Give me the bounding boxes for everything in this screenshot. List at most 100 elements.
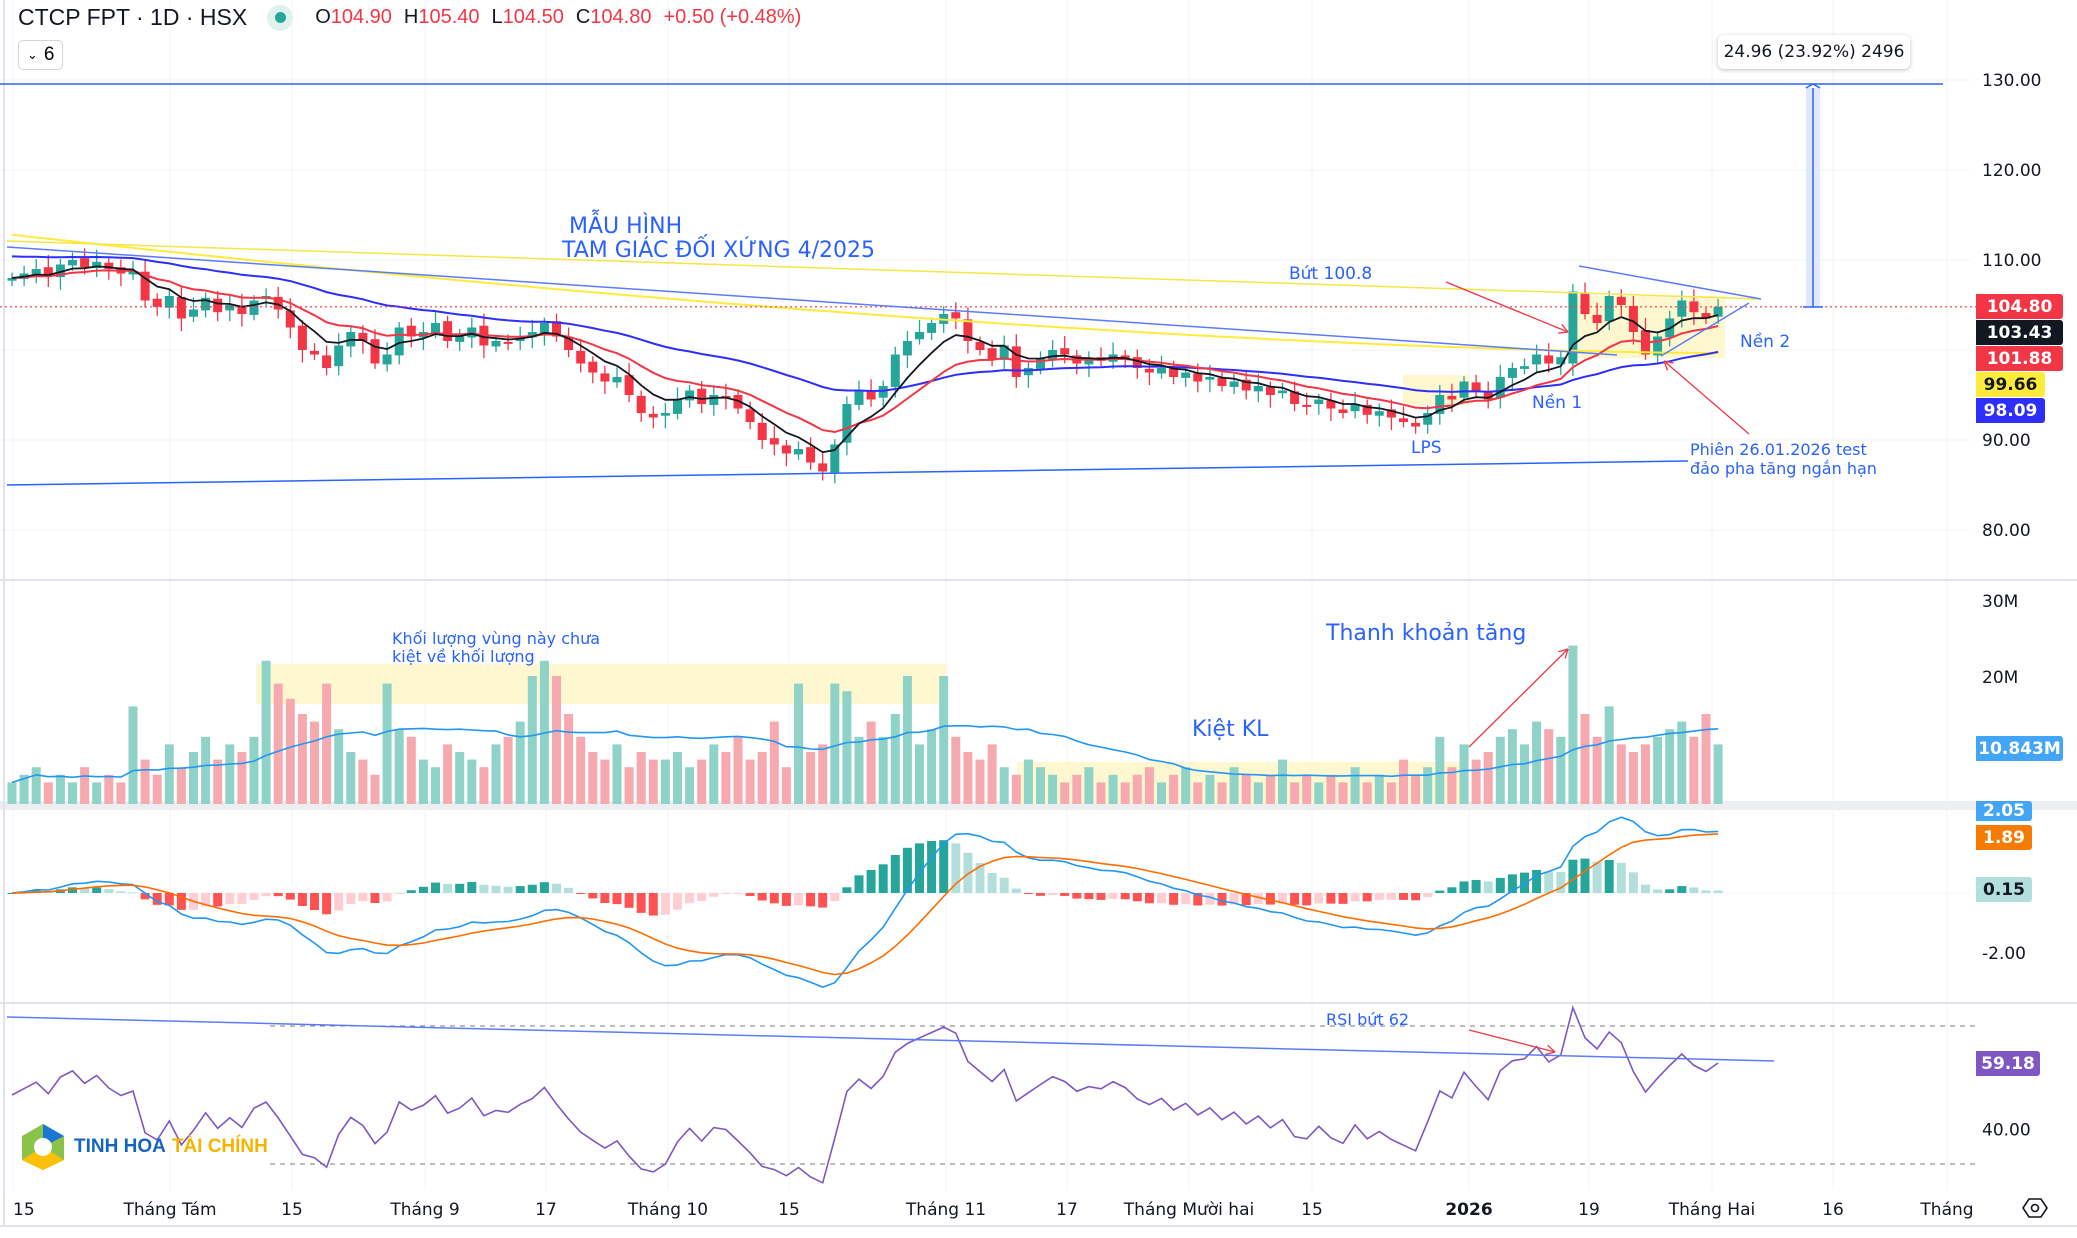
volume-bar: [164, 744, 174, 804]
candle-body: [1653, 336, 1663, 356]
macd-histogram-bar: [1362, 893, 1372, 902]
volume-bar: [1653, 736, 1663, 804]
volume-bar: [1423, 767, 1433, 804]
macd-histogram-bar: [745, 893, 755, 896]
volume-bar: [1241, 774, 1251, 804]
volume-bar: [1278, 759, 1287, 804]
candle-body: [1459, 381, 1469, 398]
candle-body: [1253, 386, 1263, 392]
macd-histogram-bar: [1096, 893, 1106, 900]
candle-body: [334, 345, 344, 367]
time-axis-label: Tháng 9: [389, 1200, 459, 1220]
annotation-arrow-head: [1547, 1044, 1556, 1053]
volume-bar: [1096, 782, 1106, 804]
candle-body: [794, 449, 803, 455]
candle-body: [249, 300, 259, 315]
volume-bar: [915, 744, 924, 804]
macd-histogram-bar: [600, 893, 610, 904]
macd-histogram-bar: [612, 893, 622, 905]
volume-bar: [842, 691, 852, 804]
candle-body: [854, 390, 864, 405]
volume-bar: [951, 736, 961, 804]
candle-body: [1217, 377, 1227, 386]
settings-icon[interactable]: [2022, 1198, 2048, 1218]
logo-text-2: TÀI CHÍNH: [171, 1136, 268, 1157]
candle-body: [1544, 355, 1554, 364]
macd-line: [11, 816, 1719, 988]
price-axis-label: 130.00: [1982, 71, 2041, 91]
small-triangle-upper: [1578, 265, 1762, 300]
volume-dryup-label: Kiệt KL: [1192, 717, 1269, 742]
high-key: H: [403, 6, 419, 28]
macd-histogram-bar: [1459, 881, 1469, 893]
macd-histogram-bar: [697, 893, 707, 902]
macd-histogram-bar: [1193, 893, 1203, 906]
volume-bar: [297, 714, 307, 804]
price-axis-label: 90.00: [1982, 431, 2031, 451]
macd-histogram-bar: [128, 892, 138, 894]
volume-bar: [1326, 774, 1336, 804]
candle-body: [1157, 368, 1166, 374]
candle-body: [624, 375, 634, 395]
macd-pane: [0, 816, 1970, 988]
candle-body: [757, 422, 767, 440]
macd-histogram-bar: [818, 893, 828, 908]
macd-histogram-bar: [7, 893, 17, 894]
sma20-line: [11, 269, 1719, 434]
triangle-lower-line: [6, 460, 1689, 486]
volume-bar: [1036, 767, 1045, 804]
candle-body: [902, 341, 912, 356]
candle-body: [503, 341, 513, 344]
candle-body: [406, 325, 416, 337]
volume-bar: [479, 767, 489, 804]
macd-histogram-bar: [176, 893, 186, 910]
volume-bar: [999, 767, 1009, 804]
macd-histogram-bar: [285, 893, 295, 900]
candle-body: [733, 395, 743, 409]
candle-body: [140, 271, 150, 301]
candle-body: [745, 409, 755, 422]
macd-histogram-bar: [636, 893, 646, 913]
volume-bar: [600, 759, 610, 804]
volume-bar: [310, 721, 319, 804]
macd-histogram-bar: [1604, 859, 1614, 893]
candle-body: [527, 332, 537, 338]
candle-body: [189, 309, 198, 317]
volume-bar: [104, 774, 114, 804]
macd-histogram-bar: [576, 893, 586, 894]
indicators-toggle-button[interactable]: ⌄ 6: [18, 40, 64, 70]
candle-body: [1036, 359, 1045, 369]
volume-bar: [225, 744, 235, 804]
volume-bar: [1023, 759, 1033, 804]
symbol-title[interactable]: CTCP FPT · 1D · HSX: [18, 4, 248, 30]
rsi-line: [11, 1005, 1719, 1184]
volume-bar: [515, 721, 525, 804]
pane-separator: [0, 801, 2077, 810]
measure-arrow-head: [1812, 83, 1821, 89]
macd-histogram-bar: [140, 893, 150, 900]
breakout-label: Bứt 100.8: [1289, 264, 1372, 284]
candle-body: [322, 355, 332, 368]
chart-legend: CTCP FPT · 1D · HSX O104.90 H105.40 L104…: [18, 4, 801, 31]
price-tag-sma10: 103.43: [1976, 320, 2063, 345]
lps-label: LPS: [1411, 438, 1442, 458]
volume-bar: [1568, 645, 1578, 804]
session-note-line1: Phiên 26.01.2026 test: [1690, 440, 1867, 459]
macd-histogram-bar: [92, 887, 102, 893]
macd-histogram-bar: [346, 893, 356, 905]
macd-histogram-bar: [479, 884, 489, 893]
volume-bar: [1447, 767, 1457, 804]
candle-body: [975, 341, 985, 350]
watermark-logo: TINH HOA TÀI CHÍNH: [18, 1122, 268, 1172]
macd-histogram-bar: [297, 893, 307, 907]
rsi-note-label: RSI bứt 62: [1326, 1010, 1409, 1029]
candle-body: [164, 296, 174, 308]
macd-histogram-bar: [164, 893, 174, 906]
macd-histogram-bar: [431, 882, 440, 893]
volume-bar: [721, 752, 731, 804]
logo-icon: [22, 1124, 64, 1170]
macd-histogram-bar: [467, 881, 477, 893]
macd-histogram-bar: [1036, 893, 1045, 896]
macd-histogram-bar: [1483, 881, 1493, 893]
